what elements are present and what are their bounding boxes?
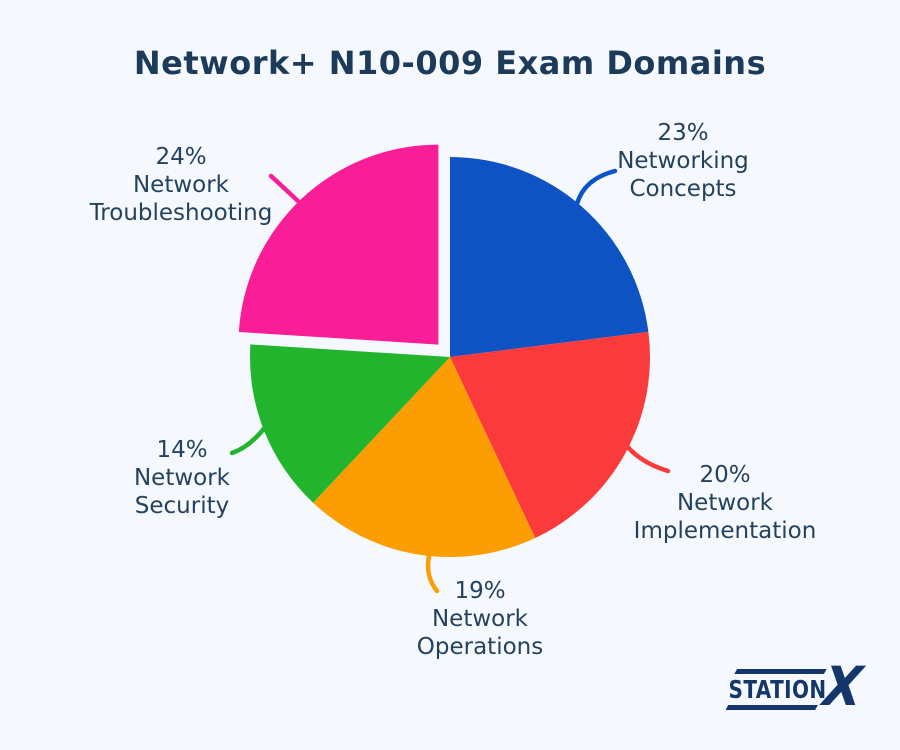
leader-line-network-troubleshooting bbox=[268, 173, 303, 206]
label-network-security: 14% Network Security bbox=[92, 436, 272, 520]
leader-line-networking-concepts bbox=[574, 168, 618, 207]
stationx-logo-x-mark: X bbox=[820, 655, 866, 719]
pie-slice-network-operations bbox=[313, 357, 536, 558]
label-network-security-pct: 14% bbox=[156, 437, 208, 463]
leader-line-network-implementation bbox=[623, 442, 671, 474]
label-networking-concepts-name: Networking Concepts bbox=[617, 148, 749, 202]
label-network-troubleshooting: 24% Network Troubleshooting bbox=[81, 143, 281, 227]
label-networking-concepts: 23% Networking Concepts bbox=[593, 119, 773, 203]
pie-slice-network-troubleshooting bbox=[238, 144, 439, 345]
label-network-implementation-pct: 20% bbox=[699, 462, 751, 488]
label-network-security-name: Network Security bbox=[133, 465, 231, 519]
label-network-troubleshooting-name: Network Troubleshooting bbox=[89, 172, 273, 226]
logo-bottom-bar-decoration bbox=[725, 705, 818, 710]
stationx-logo-text: STATION bbox=[725, 669, 827, 710]
label-networking-concepts-pct: 23% bbox=[657, 120, 709, 146]
logo-top-bar-decoration bbox=[733, 669, 827, 674]
leader-line-network-security bbox=[229, 423, 269, 456]
stationx-logo: STATION X bbox=[704, 655, 866, 719]
pie-slice-networking-concepts bbox=[450, 157, 649, 357]
label-network-operations-pct: 19% bbox=[454, 578, 506, 604]
stationx-logo-station-label: STATION bbox=[728, 675, 827, 704]
label-network-implementation: 20% Network Implementation bbox=[625, 461, 825, 545]
chart-title: Network+ N10-009 Exam Domains bbox=[133, 44, 767, 82]
pie-slice-network-security bbox=[250, 344, 450, 503]
label-network-operations: 19% Network Operations bbox=[390, 577, 570, 661]
label-network-implementation-name: Network Implementation bbox=[633, 490, 817, 544]
label-network-troubleshooting-pct: 24% bbox=[155, 144, 207, 170]
label-network-operations-name: Network Operations bbox=[416, 606, 544, 660]
leader-line-network-operations bbox=[425, 553, 440, 594]
pie-slice-network-implementation bbox=[450, 331, 650, 538]
